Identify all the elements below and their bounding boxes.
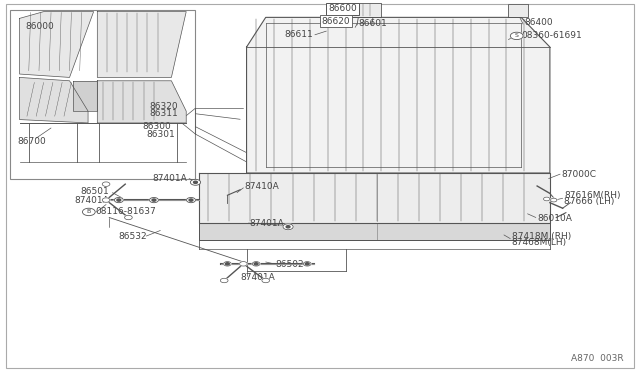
Text: 86000: 86000 [25, 22, 54, 31]
Text: 86010A: 86010A [537, 214, 572, 223]
Text: 86300: 86300 [143, 122, 172, 131]
Polygon shape [20, 12, 93, 77]
Polygon shape [97, 81, 186, 123]
Text: 87401A: 87401A [74, 196, 109, 205]
Circle shape [220, 278, 228, 283]
Text: A870  003R: A870 003R [571, 354, 623, 363]
Text: 86502: 86502 [275, 260, 304, 269]
Text: 87401A: 87401A [250, 219, 285, 228]
Circle shape [510, 32, 523, 39]
Circle shape [543, 197, 550, 201]
Polygon shape [508, 4, 527, 17]
Bar [10, 10, 195, 179]
Polygon shape [20, 77, 88, 123]
Circle shape [150, 198, 159, 203]
Circle shape [83, 208, 95, 216]
Circle shape [283, 224, 293, 230]
Text: 86601: 86601 [358, 19, 387, 28]
Circle shape [225, 263, 229, 265]
Circle shape [223, 262, 231, 266]
Text: 87418M (RH): 87418M (RH) [511, 231, 571, 241]
Text: 08360-61691: 08360-61691 [521, 31, 582, 41]
Text: 86400: 86400 [524, 19, 553, 28]
Circle shape [193, 181, 197, 183]
Circle shape [252, 262, 260, 266]
Polygon shape [73, 81, 97, 111]
Circle shape [305, 263, 309, 265]
Text: 86532: 86532 [119, 231, 147, 241]
Text: 86301: 86301 [147, 129, 175, 139]
Circle shape [286, 226, 290, 228]
Circle shape [239, 262, 247, 266]
Circle shape [186, 198, 195, 203]
Circle shape [303, 262, 311, 266]
Circle shape [262, 278, 269, 283]
Circle shape [125, 215, 132, 220]
Polygon shape [198, 173, 550, 223]
Polygon shape [198, 223, 550, 240]
Text: 87000C: 87000C [561, 170, 596, 179]
Circle shape [152, 199, 156, 201]
Text: 86600: 86600 [328, 4, 356, 13]
Text: B: B [86, 209, 91, 214]
Text: S: S [515, 33, 518, 38]
Polygon shape [97, 12, 186, 77]
Text: 87666 (LH): 87666 (LH) [564, 197, 614, 206]
Circle shape [117, 199, 121, 201]
Circle shape [254, 263, 258, 265]
Text: 86501: 86501 [81, 187, 109, 196]
Text: 87410A: 87410A [244, 182, 280, 191]
Text: 87401A: 87401A [240, 273, 275, 282]
Text: 86700: 86700 [18, 137, 47, 146]
Circle shape [190, 179, 200, 185]
Circle shape [189, 199, 193, 201]
Text: 08116-81637: 08116-81637 [95, 208, 156, 217]
Circle shape [550, 198, 557, 202]
Text: 86611: 86611 [285, 30, 314, 39]
Text: 86311: 86311 [150, 109, 179, 118]
Text: 86620: 86620 [322, 17, 350, 26]
Text: 87616M(RH): 87616M(RH) [564, 191, 620, 200]
Polygon shape [246, 17, 550, 173]
Circle shape [102, 198, 110, 202]
Circle shape [102, 182, 110, 186]
Text: 87401A: 87401A [153, 174, 188, 183]
Text: 86320: 86320 [150, 102, 178, 111]
Circle shape [115, 198, 124, 203]
Polygon shape [349, 3, 381, 17]
Text: 87468M(LH): 87468M(LH) [511, 238, 566, 247]
